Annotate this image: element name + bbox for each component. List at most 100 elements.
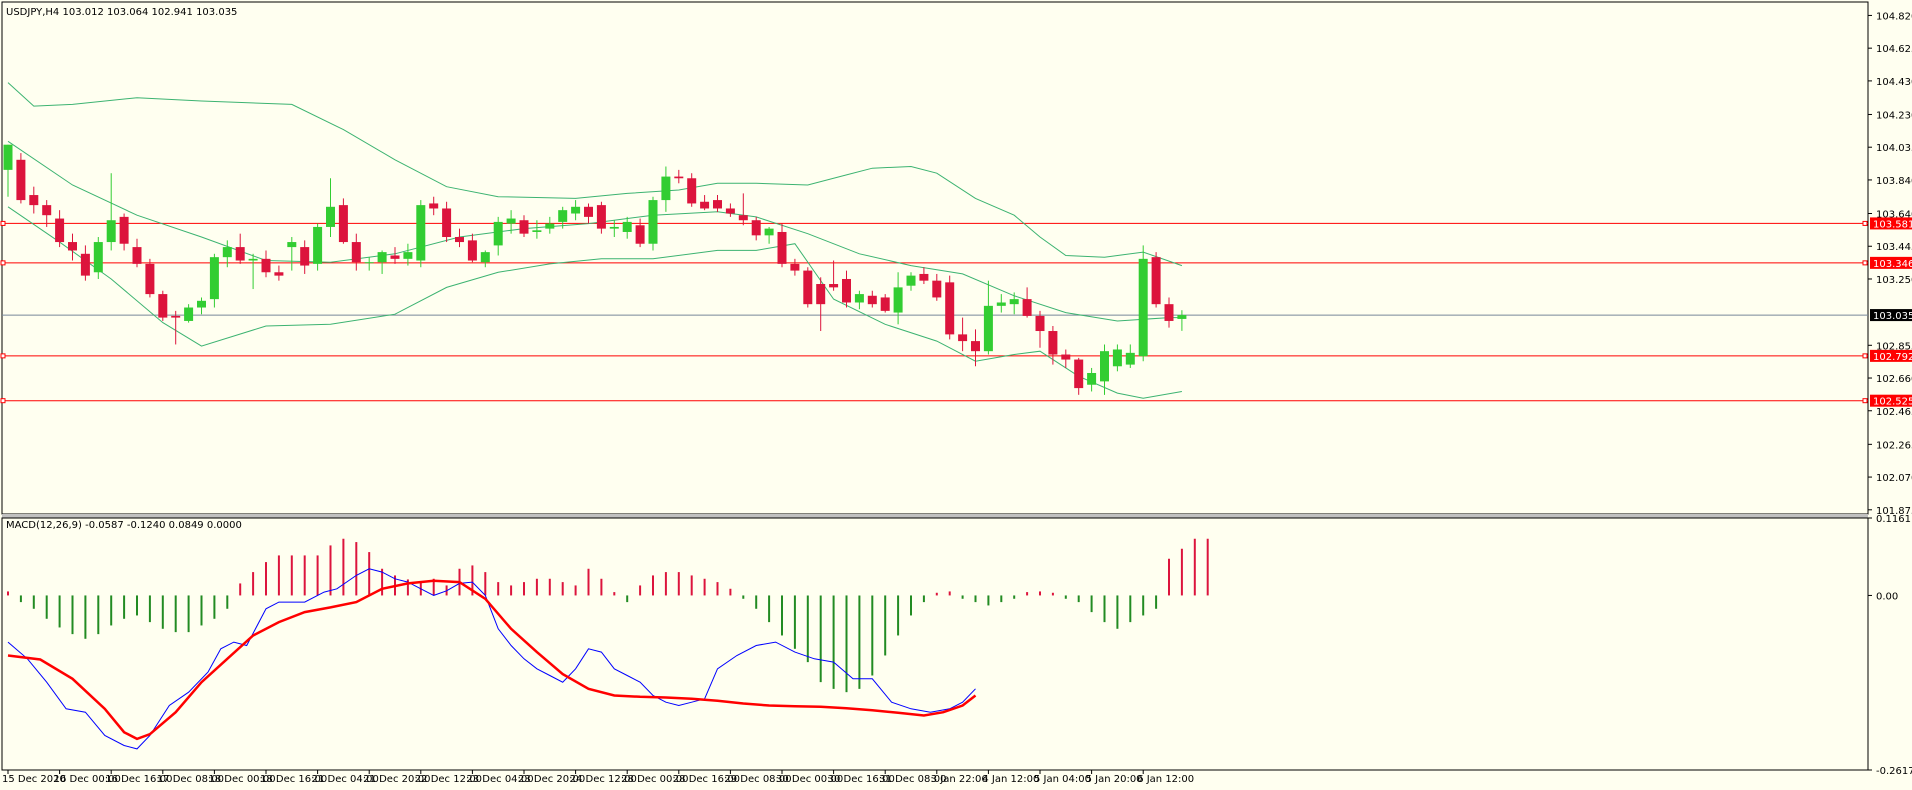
candle[interactable] [480, 250, 490, 268]
candle[interactable] [493, 216, 503, 256]
candle[interactable] [364, 257, 374, 271]
candle[interactable] [816, 277, 826, 332]
candle[interactable] [326, 178, 335, 238]
level-handle-left[interactable] [0, 353, 6, 359]
candle[interactable] [738, 193, 748, 226]
candle[interactable] [932, 273, 942, 301]
candle[interactable] [300, 240, 310, 274]
candle[interactable] [829, 260, 839, 291]
candle[interactable] [1177, 310, 1187, 331]
candle[interactable] [945, 275, 955, 340]
candle[interactable] [545, 216, 555, 234]
candle[interactable] [248, 253, 258, 290]
candle[interactable] [596, 201, 606, 234]
candle[interactable] [661, 166, 671, 212]
panel-separator[interactable] [2, 514, 1868, 518]
level-handle-left[interactable] [0, 220, 6, 226]
candle[interactable] [506, 210, 516, 234]
candle[interactable] [158, 290, 168, 321]
level-handle-left[interactable] [0, 398, 6, 404]
candle[interactable] [222, 240, 232, 268]
candle[interactable] [1035, 310, 1045, 348]
candle[interactable] [55, 210, 65, 248]
candle[interactable] [725, 203, 735, 217]
candle[interactable] [338, 198, 348, 244]
candle[interactable] [3, 144, 13, 197]
candle[interactable] [842, 270, 851, 308]
candle[interactable] [571, 200, 581, 221]
candle[interactable] [971, 329, 980, 367]
candle[interactable] [132, 238, 142, 268]
candle[interactable] [635, 218, 645, 248]
level-handle-right[interactable] [1862, 220, 1868, 226]
candle[interactable] [274, 265, 284, 281]
level-handle-left[interactable] [0, 260, 6, 266]
candle[interactable] [209, 253, 219, 308]
candle[interactable] [106, 173, 116, 251]
candle[interactable] [1138, 245, 1148, 362]
candle[interactable] [455, 228, 464, 248]
candle[interactable] [313, 223, 323, 271]
candle[interactable] [287, 237, 297, 271]
candlestick-series[interactable] [3, 144, 1187, 395]
candle[interactable] [1087, 367, 1097, 392]
macd-panel[interactable]: 0.1161 0.00 -0.2617 MACD(12,26,9) -0.0587 … [1, 514, 1912, 777]
candle[interactable] [687, 173, 697, 207]
candle[interactable] [983, 280, 993, 355]
candle[interactable] [1100, 344, 1109, 395]
candle[interactable] [1022, 287, 1032, 318]
candle[interactable] [674, 169, 684, 184]
candle[interactable] [1074, 357, 1084, 395]
candle[interactable] [1125, 344, 1135, 368]
candle[interactable] [584, 203, 593, 224]
horizontal-levels[interactable] [0, 220, 1868, 404]
candle[interactable] [854, 290, 864, 310]
candle[interactable] [467, 233, 477, 263]
candle[interactable] [648, 196, 658, 251]
candle[interactable] [390, 247, 400, 264]
candle[interactable] [867, 290, 877, 308]
candle[interactable] [996, 294, 1006, 313]
candle[interactable] [1151, 252, 1161, 308]
candle[interactable] [803, 267, 813, 308]
candle[interactable] [429, 196, 439, 216]
candle[interactable] [16, 153, 26, 204]
level-handle-right[interactable] [1862, 260, 1868, 266]
candle[interactable] [119, 213, 129, 251]
candle[interactable] [145, 258, 155, 298]
candle[interactable] [403, 243, 413, 266]
candle[interactable] [351, 233, 361, 271]
candle[interactable] [184, 304, 194, 323]
candle[interactable] [1164, 297, 1174, 328]
candle[interactable] [171, 310, 181, 345]
candle[interactable] [261, 250, 271, 278]
candle[interactable] [416, 200, 426, 268]
price-panel[interactable]: 104.820 104.625 104.430 104.230 104.035 103.8… [0, 1, 1912, 517]
candle[interactable] [958, 317, 968, 352]
candle[interactable] [790, 258, 800, 276]
candle[interactable] [777, 223, 787, 268]
candle[interactable] [700, 195, 710, 211]
candle[interactable] [1048, 325, 1058, 365]
candle[interactable] [42, 200, 52, 227]
candle[interactable] [235, 233, 245, 264]
candle[interactable] [80, 245, 90, 281]
candle[interactable] [906, 272, 916, 291]
candle[interactable] [919, 267, 929, 285]
candle[interactable] [197, 297, 206, 315]
candle[interactable] [68, 233, 77, 261]
candle[interactable] [622, 216, 632, 239]
candle[interactable] [532, 220, 542, 239]
candle[interactable] [1061, 349, 1071, 368]
candle[interactable] [377, 250, 387, 274]
candle[interactable] [713, 195, 722, 212]
candle[interactable] [1009, 292, 1019, 315]
candle[interactable] [558, 206, 568, 229]
candle[interactable] [93, 237, 103, 279]
candle[interactable] [29, 186, 39, 214]
candle[interactable] [609, 220, 619, 238]
candle[interactable] [1112, 344, 1122, 372]
candle[interactable] [880, 294, 890, 313]
candle[interactable] [893, 272, 903, 325]
